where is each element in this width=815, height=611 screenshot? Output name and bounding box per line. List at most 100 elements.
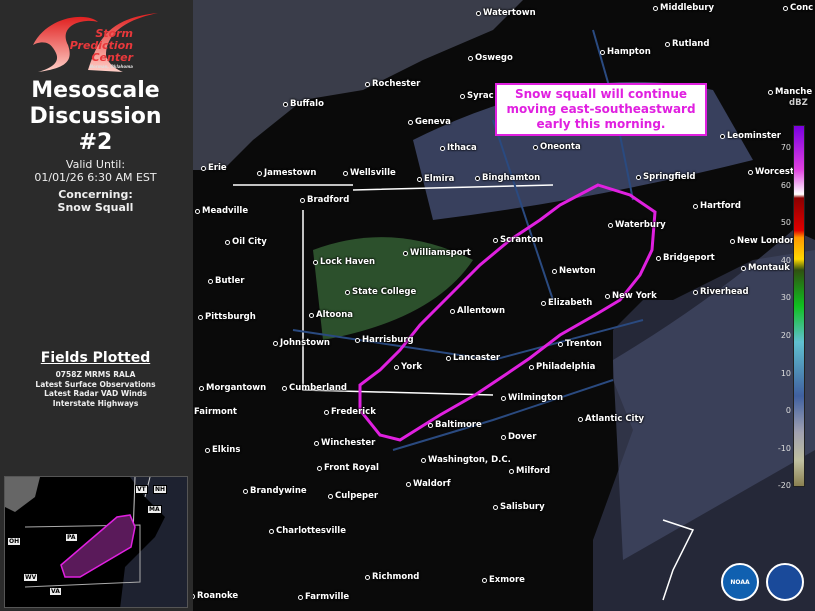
city-label: Scranton — [500, 235, 544, 245]
city-marker — [450, 309, 455, 314]
city-label: Hartford — [700, 201, 741, 211]
city-marker — [343, 171, 348, 176]
city-marker — [482, 578, 487, 583]
colorbar-tick: 50 — [780, 218, 791, 228]
city-label: Front Royal — [324, 463, 379, 473]
state-label: PA — [65, 533, 78, 542]
city-marker — [314, 441, 319, 446]
city-label: Salisbury — [500, 502, 545, 512]
city-marker — [665, 42, 670, 47]
city-marker — [783, 6, 788, 11]
city-label: Oil City — [232, 237, 267, 247]
city-label: Bridgeport — [663, 253, 715, 263]
city-label: Lock Haven — [320, 257, 376, 267]
city-marker — [529, 365, 534, 370]
city-label: Rochester — [372, 79, 421, 89]
state-label: NH — [153, 485, 168, 494]
inset-map: VT NH MA PA OH WV VA — [4, 476, 188, 608]
city-marker — [313, 260, 318, 265]
city-marker — [552, 269, 557, 274]
city-marker — [748, 170, 753, 175]
city-label: Elmira — [424, 174, 455, 184]
city-label: Pittsburgh — [205, 312, 256, 322]
city-label: Erie — [208, 163, 227, 173]
field-item: Latest Surface Observations — [35, 379, 156, 389]
city-label: Exmore — [489, 575, 525, 585]
city-label: Waldorf — [413, 479, 451, 489]
city-marker — [195, 209, 200, 214]
city-marker — [605, 294, 610, 299]
colorbar-tick: 30 — [780, 293, 791, 303]
city-marker — [394, 365, 399, 370]
radar-map: Watertown Middlebury Conc Oswego Hampton Rutl… — [193, 0, 815, 611]
city-marker — [208, 279, 213, 284]
city-marker — [269, 529, 274, 534]
city-label: Baltimore — [435, 420, 482, 430]
city-label: Washington, D.C. — [428, 455, 511, 465]
colorbar-tick: 0 — [785, 406, 791, 416]
city-label: Charlottesville — [276, 526, 346, 536]
city-label: Waterbury — [615, 220, 666, 230]
city-label: Harrisburg — [362, 335, 414, 345]
city-label: Atlantic City — [585, 414, 645, 424]
city-marker — [493, 505, 498, 510]
city-label: Farmville — [305, 592, 350, 602]
city-marker — [205, 448, 210, 453]
city-label: Philadelphia — [536, 362, 596, 372]
city-label: Oneonta — [540, 142, 581, 152]
city-label: Johnstown — [280, 338, 330, 348]
state-label: MA — [147, 505, 162, 514]
city-label: Allentown — [457, 306, 506, 316]
colorbar-unit: dBZ — [789, 98, 808, 108]
city-marker — [282, 386, 287, 391]
city-label: Dover — [508, 432, 537, 442]
city-label: Riverhead — [700, 287, 749, 297]
city-label: Springfield — [643, 172, 696, 182]
field-item: 0758Z MRMS RALA — [55, 370, 136, 379]
city-marker — [324, 410, 329, 415]
city-marker — [365, 82, 370, 87]
colorbar-tick: -10 — [777, 443, 791, 453]
concerning: Concerning: Snow Squall — [57, 188, 134, 214]
city-label: Altoona — [316, 310, 354, 320]
city-label: Bradford — [307, 195, 350, 205]
state-label: OH — [7, 537, 22, 546]
city-marker — [533, 145, 538, 150]
city-marker — [225, 240, 230, 245]
spc-logo-text: Storm Prediction Center Norman, Oklahoma — [69, 27, 133, 70]
city-marker — [243, 489, 248, 494]
colorbar-tick: -20 — [777, 481, 791, 491]
city-marker — [440, 146, 445, 151]
city-marker — [608, 223, 613, 228]
city-label: Conc — [790, 3, 814, 13]
colorbar-tick: 60 — [780, 180, 791, 190]
city-marker — [328, 494, 333, 499]
city-label: Elizabeth — [548, 298, 593, 308]
annotation-box: Snow squall will continue moving east-sou… — [495, 83, 707, 136]
city-label: Trenton — [565, 339, 602, 349]
city-label: State College — [352, 287, 417, 297]
city-label: Williamsport — [410, 248, 471, 258]
city-label: Butler — [215, 276, 245, 286]
city-marker — [283, 102, 288, 107]
field-item: Latest Radar VAD Winds — [44, 389, 147, 398]
spc-logo: Storm Prediction Center Norman, Oklahoma — [28, 10, 163, 75]
city-marker — [408, 120, 413, 125]
city-marker — [693, 290, 698, 295]
city-label: Lancaster — [453, 353, 501, 363]
city-label: Wilmington — [508, 393, 564, 403]
city-marker — [428, 423, 433, 428]
city-marker — [493, 238, 498, 243]
city-label: Middlebury — [660, 3, 715, 13]
city-marker — [693, 204, 698, 209]
colorbar-tick: 10 — [780, 368, 791, 378]
city-marker — [273, 341, 278, 346]
city-marker — [199, 386, 204, 391]
city-label: Morgantown — [206, 383, 267, 393]
city-label: Leominster — [727, 131, 781, 141]
nws-logo — [766, 563, 804, 601]
city-label: Buffalo — [290, 99, 324, 109]
city-label: Frederick — [331, 407, 376, 417]
city-label: Roanoke — [197, 591, 239, 601]
city-label: Binghamton — [482, 173, 541, 183]
